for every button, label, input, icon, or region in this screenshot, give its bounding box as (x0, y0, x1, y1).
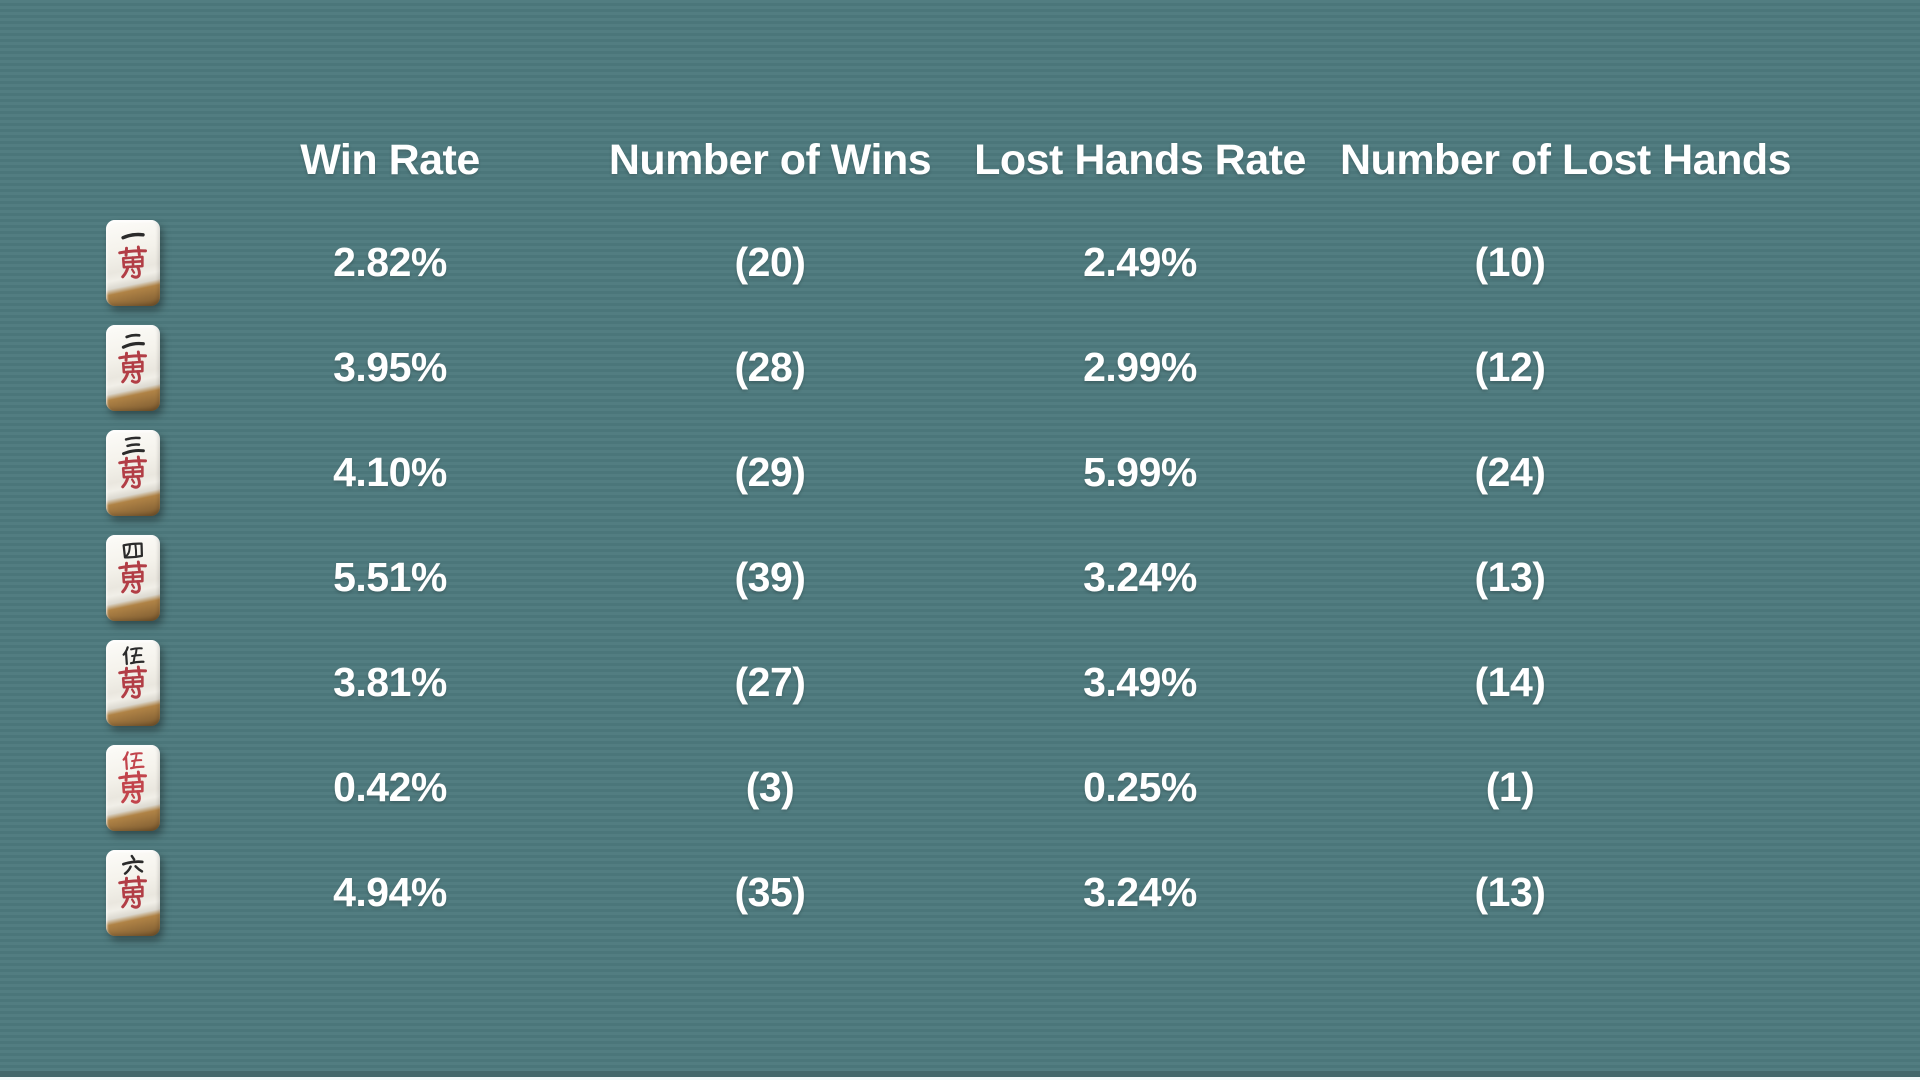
lost-hands-count: (12) (1474, 344, 1546, 390)
mahjong-tile-4-man (106, 534, 160, 621)
mahjong-tile-6-man (106, 850, 160, 936)
tile-cell (0, 219, 180, 306)
header-lost-hands-rate: Lost Hands Rate (974, 135, 1306, 184)
win-rate-value: 3.81% (333, 659, 447, 705)
tile-cell (0, 744, 180, 831)
lost-rate-value: 0.25% (1083, 764, 1197, 810)
lost-hands-count: (1) (1485, 764, 1535, 810)
tile-wan-icon (111, 769, 154, 807)
stats-table-row: 4.94% (35) 3.24% (13) (0, 840, 1680, 945)
stats-table-row: 0.42% (3) 0.25% (1) (0, 735, 1680, 840)
wins-count: (39) (734, 554, 806, 600)
header-win-rate: Win Rate (300, 135, 480, 184)
bottom-white-strip (0, 1077, 1920, 1080)
mahjong-tile-red-5-man (106, 744, 160, 831)
stats-table-row: 2.82% (20) 2.49% (10) (0, 210, 1680, 315)
stats-table-row: 3.81% (27) 3.49% (14) (0, 630, 1680, 735)
stats-header-row: Win Rate Number of Wins Lost Hands Rate … (0, 128, 1792, 192)
tile-wan-icon (111, 874, 154, 912)
mahjong-tile-5-man (106, 639, 160, 726)
win-rate-value: 5.51% (333, 554, 447, 600)
lost-hands-count: (14) (1474, 659, 1546, 705)
win-rate-value: 3.95% (333, 344, 447, 390)
lost-rate-value: 3.24% (1083, 869, 1197, 915)
lost-hands-count: (24) (1474, 449, 1546, 495)
bottom-shade-line (0, 1071, 1920, 1077)
lost-rate-value: 3.24% (1083, 554, 1197, 600)
wins-count: (3) (745, 764, 795, 810)
wins-count: (28) (734, 344, 806, 390)
tile-cell (0, 850, 180, 936)
stats-table-row: 3.95% (28) 2.99% (12) (0, 315, 1680, 420)
lost-hands-count: (13) (1474, 554, 1546, 600)
wins-count: (20) (734, 239, 806, 285)
wins-count: (35) (734, 869, 806, 915)
tile-wan-icon (111, 349, 154, 387)
mahjong-tile-3-man (106, 429, 160, 516)
tile-cell (0, 429, 180, 516)
win-rate-value: 2.82% (333, 239, 447, 285)
tile-wan-icon (111, 454, 154, 492)
wins-count: (27) (734, 659, 806, 705)
lost-hands-count: (13) (1474, 869, 1546, 915)
win-rate-value: 4.94% (333, 869, 447, 915)
tile-cell (0, 324, 180, 411)
stats-rows: 2.82% (20) 2.49% (10) 3.95% (28) 2.99% (… (0, 210, 1680, 945)
mahjong-tile-2-man (106, 324, 160, 411)
win-rate-value: 0.42% (333, 764, 447, 810)
tile-wan-icon (111, 664, 154, 702)
header-number-of-wins: Number of Wins (608, 135, 932, 184)
tile-cell (0, 639, 180, 726)
stats-table-row: 4.10% (29) 5.99% (24) (0, 420, 1680, 525)
stats-table-row: 5.51% (39) 3.24% (13) (0, 525, 1680, 630)
header-number-of-lost-hands: Number of Lost Hands (1340, 135, 1792, 184)
lost-rate-value: 2.49% (1083, 239, 1197, 285)
win-rate-value: 4.10% (333, 449, 447, 495)
lost-rate-value: 2.99% (1083, 344, 1197, 390)
tile-wan-icon (111, 559, 154, 597)
lost-hands-count: (10) (1474, 239, 1546, 285)
wins-count: (29) (734, 449, 806, 495)
lost-rate-value: 3.49% (1083, 659, 1197, 705)
tile-cell (0, 534, 180, 621)
mahjong-tile-1-man (106, 219, 160, 306)
tile-wan-icon (111, 244, 154, 282)
lost-rate-value: 5.99% (1083, 449, 1197, 495)
